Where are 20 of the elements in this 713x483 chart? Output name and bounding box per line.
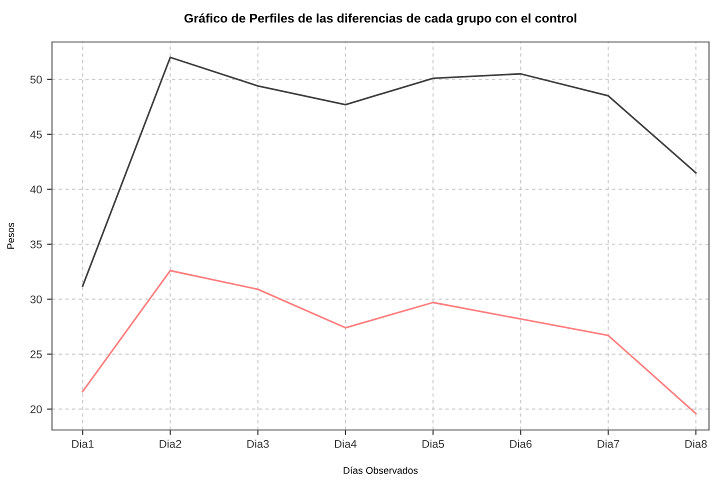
x-tick-label: Dia2 xyxy=(160,440,182,448)
chart-title: Gráfico de Perfiles de las diferencias de cada grupo con el control xyxy=(184,13,576,26)
x-tick-label: Dia7 xyxy=(598,440,620,448)
x-tick-label: Dia4 xyxy=(334,440,357,448)
line-series xyxy=(82,270,697,414)
y-tick-label: 40 xyxy=(30,186,42,194)
y-tick-label: 25 xyxy=(30,350,42,358)
x-tick-label: Dia3 xyxy=(247,440,269,448)
y-tick-label: 35 xyxy=(30,240,42,248)
y-tick-label: 30 xyxy=(30,295,42,304)
x-tick-label: Dia6 xyxy=(510,440,532,448)
x-tick-label: Dia8 xyxy=(685,440,707,448)
y-tick-label: 50 xyxy=(30,76,42,84)
x-tick-label: Dia1 xyxy=(72,440,94,448)
y-axis-title: Pesos xyxy=(7,222,14,249)
y-tick-label: 45 xyxy=(30,130,42,138)
y-tick-label: 20 xyxy=(30,405,42,414)
line-series xyxy=(82,56,697,287)
x-tick-label: Dia5 xyxy=(422,440,444,448)
x-axis-title: Días Observados xyxy=(344,466,418,474)
